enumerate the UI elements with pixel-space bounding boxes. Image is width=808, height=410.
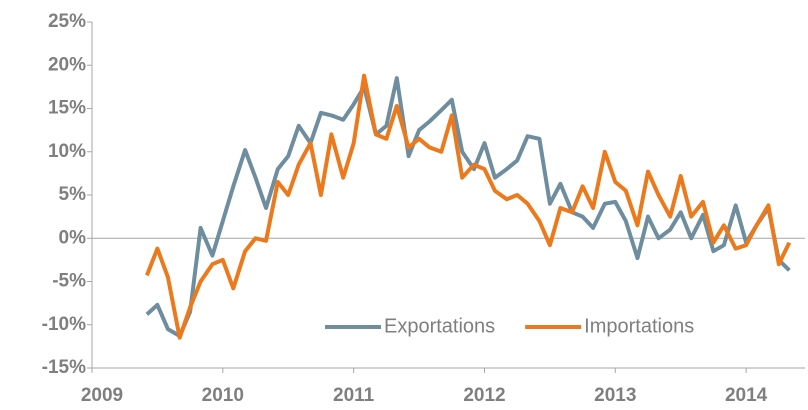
legend-label: Importations [584, 315, 694, 337]
x-tick-label: 2010 [202, 385, 244, 406]
series-line [145, 73, 792, 340]
series-line [145, 76, 791, 338]
y-tick-label: 15% [48, 98, 86, 119]
y-tick-label: -5% [52, 271, 86, 292]
x-tick-label: 2014 [725, 385, 768, 406]
y-tick-label: 5% [59, 184, 87, 205]
y-tick-label: -10% [42, 314, 86, 335]
x-tick-label: 2009 [81, 385, 123, 406]
x-tick-label: 2012 [463, 385, 505, 406]
y-tick-label: -15% [42, 357, 86, 378]
legend-label: Exportations [384, 315, 495, 337]
y-tick-label: 20% [48, 54, 86, 75]
x-tick-label: 2011 [333, 385, 375, 406]
x-tick-label: 2013 [594, 385, 636, 406]
y-tick-label: 25% [48, 11, 86, 32]
y-tick-label: 10% [48, 141, 86, 162]
y-tick-label: 0% [59, 227, 87, 248]
